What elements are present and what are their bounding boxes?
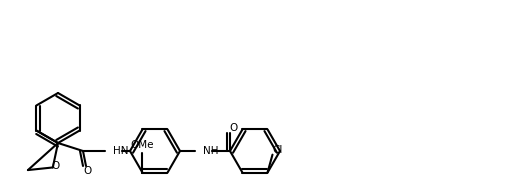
Text: O: O [84,166,92,176]
Text: NH: NH [203,146,218,156]
Text: OMe: OMe [130,140,154,150]
Text: O: O [229,123,238,133]
Text: O: O [52,162,60,171]
Text: HN: HN [113,146,128,156]
Text: Cl: Cl [272,145,282,155]
